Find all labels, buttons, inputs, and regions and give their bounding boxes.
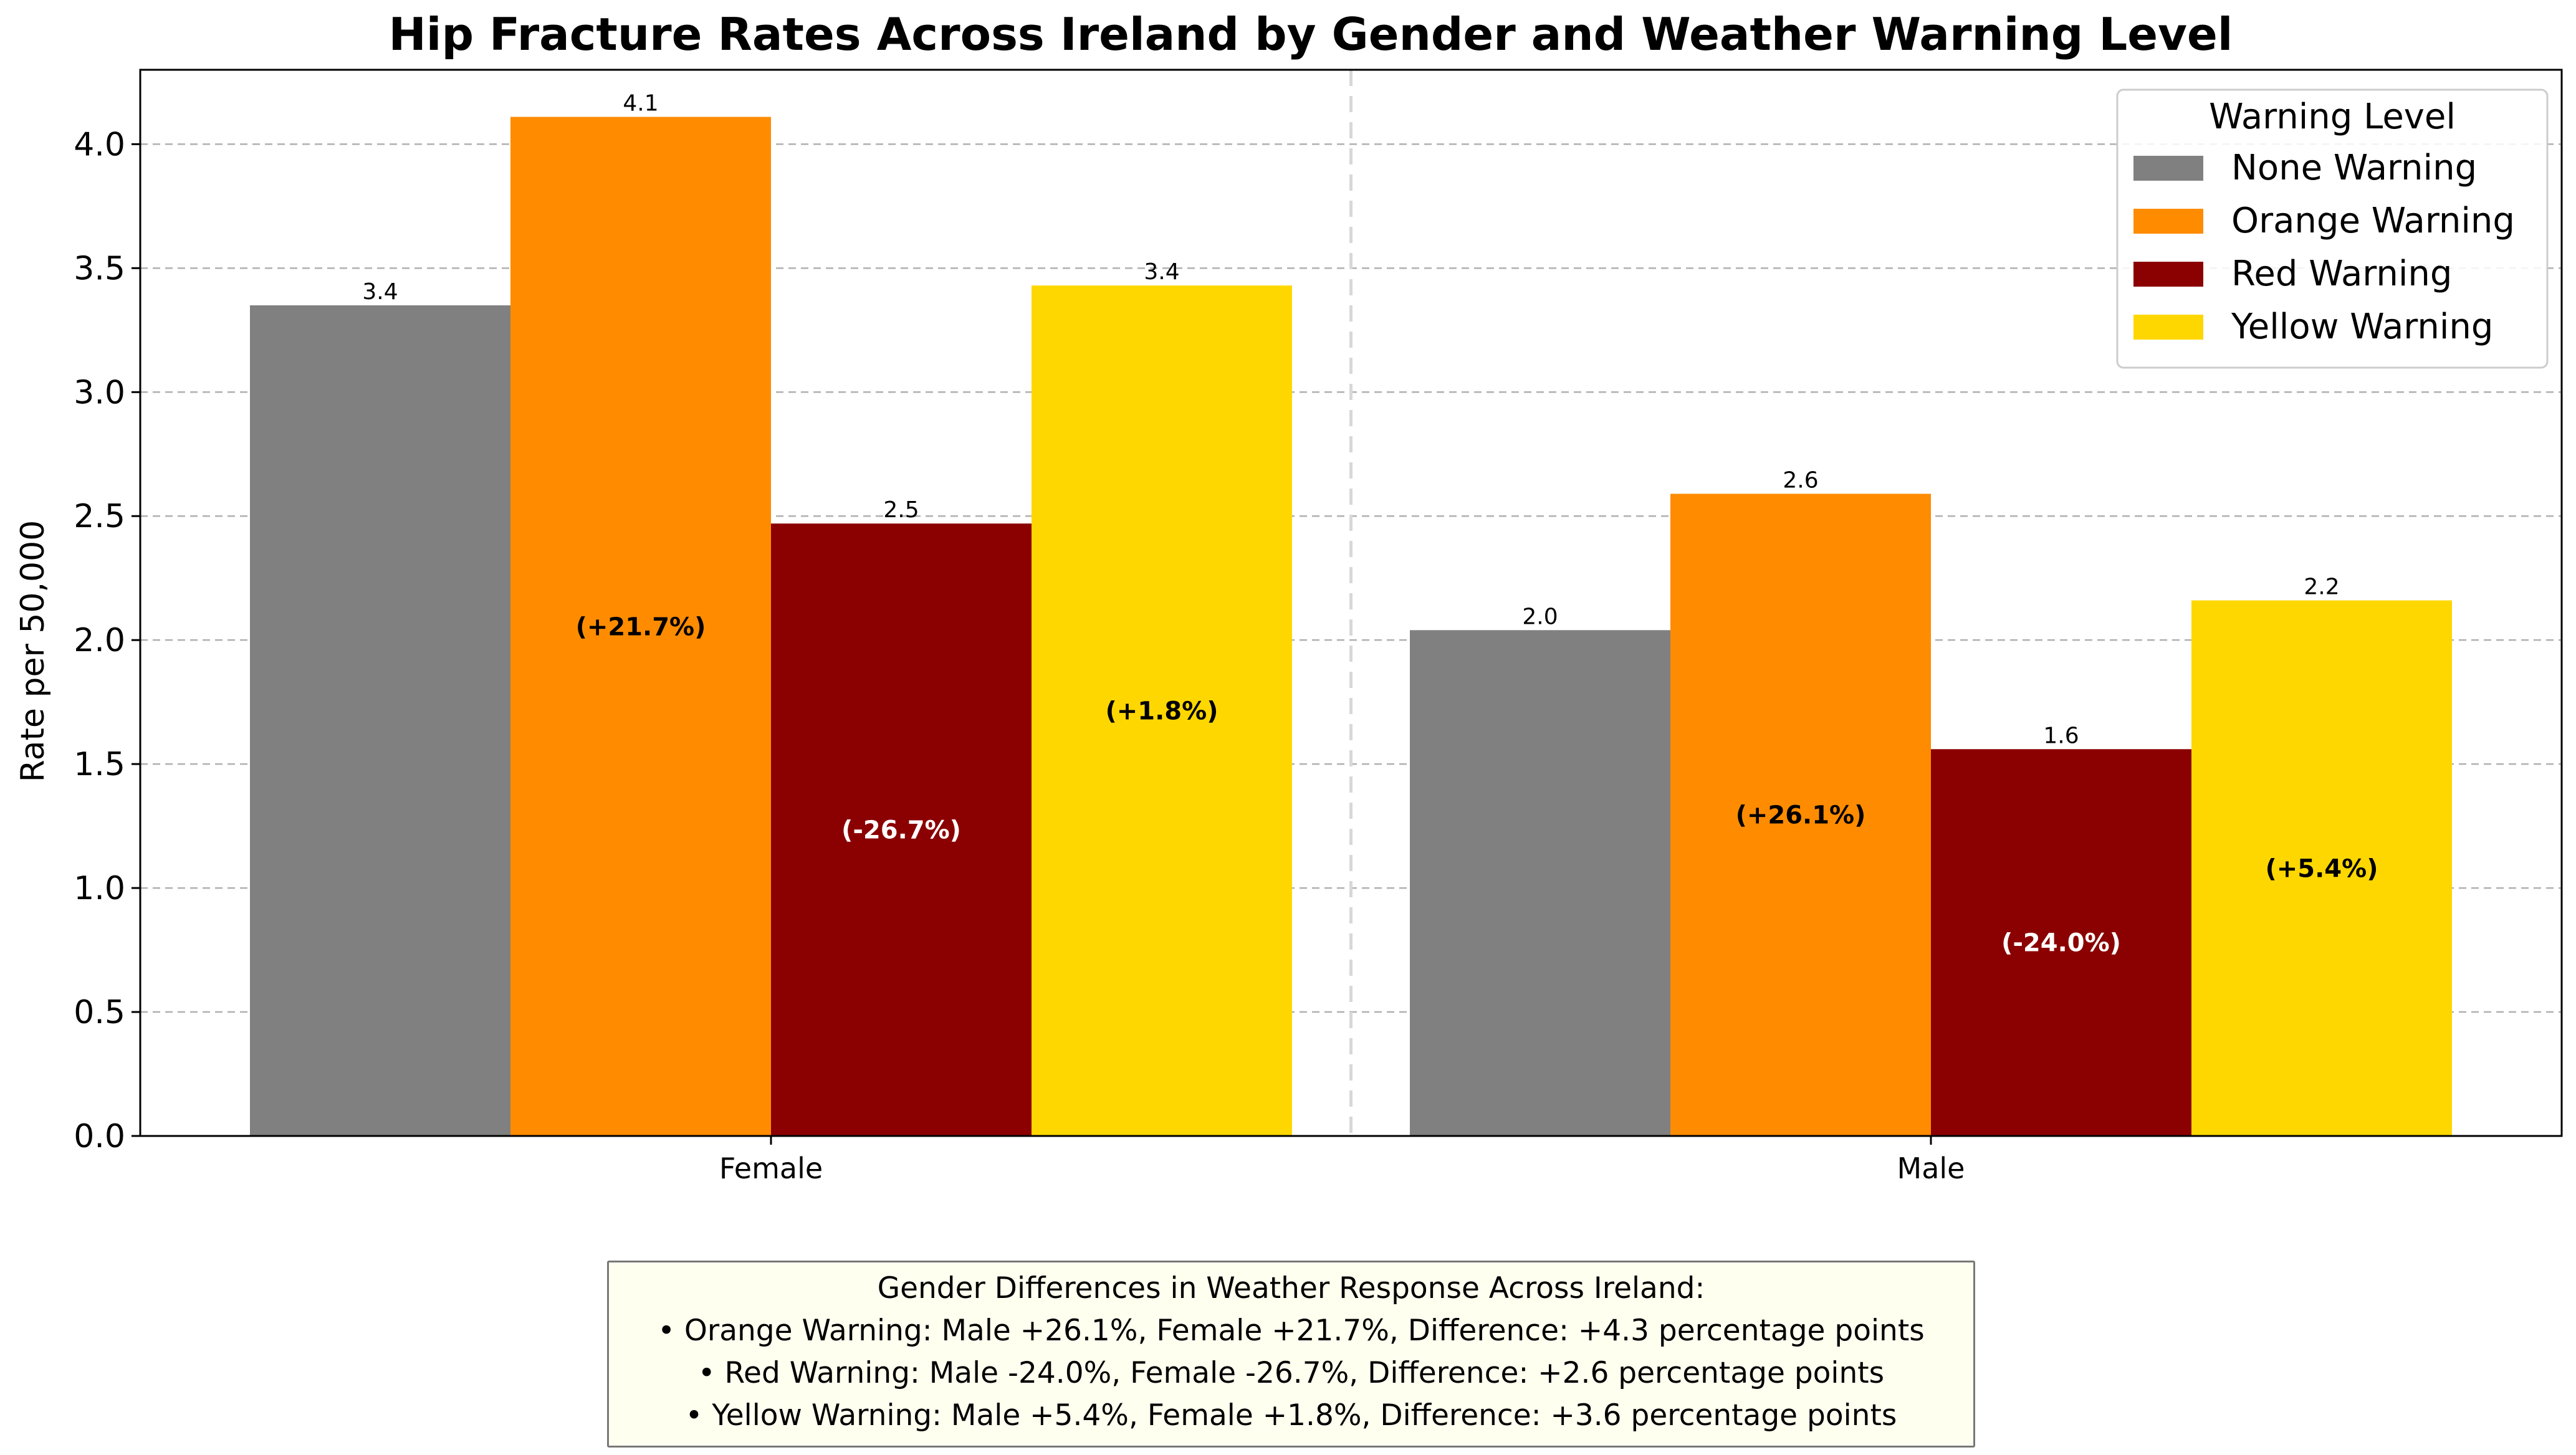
value-label: 2.0 xyxy=(1522,604,1558,629)
change-label: (-24.0%) xyxy=(2001,929,2121,958)
value-label: 1.6 xyxy=(2043,723,2079,748)
change-label: (-26.7%) xyxy=(841,816,961,845)
note-line-yellow: • Yellow Warning: Male +5.4%, Female +1.… xyxy=(685,1398,1897,1433)
bar-none-warning-male xyxy=(1410,630,1670,1136)
legend-swatch-yellow-warning xyxy=(2133,315,2203,340)
note-line-orange: • Orange Warning: Male +26.1%, Female +2… xyxy=(658,1314,1925,1348)
y-tick-label: 0.5 xyxy=(74,994,125,1031)
value-label: 2.2 xyxy=(2304,575,2339,600)
change-label: (+5.4%) xyxy=(2265,854,2378,883)
gender-differences-note: Gender Differences in Weather Response A… xyxy=(607,1261,1975,1448)
bar-yellow-warning-male xyxy=(2191,600,2452,1136)
value-label: 3.4 xyxy=(1144,259,1179,285)
y-tick-label: 1.0 xyxy=(74,870,125,907)
bar-none-warning-female xyxy=(250,305,510,1137)
y-tick-label: 3.0 xyxy=(74,374,125,411)
plot-frame xyxy=(139,69,2563,1137)
legend-box xyxy=(2116,88,2549,369)
note-title: Gender Differences in Weather Response A… xyxy=(877,1271,1705,1305)
y-tick-label: 1.5 xyxy=(74,746,125,783)
change-label: (+1.8%) xyxy=(1105,697,1218,726)
legend-label-yellow-warning: Yellow Warning xyxy=(2231,307,2493,347)
value-label: 4.1 xyxy=(623,91,658,117)
x-tick-label: Male xyxy=(1897,1152,1965,1185)
value-label: 3.4 xyxy=(362,279,398,305)
x-tick-label: Female xyxy=(719,1152,823,1185)
value-label: 2.6 xyxy=(1783,467,1818,493)
change-label: (+26.1%) xyxy=(1736,801,1866,830)
axes: 0.0 0.5 1.0 1.5 2.0 2.5 3.0 3.5 4.0 Female Male xyxy=(74,69,2563,1185)
bars xyxy=(250,117,2452,1137)
y-tick-label: 4.0 xyxy=(74,126,125,163)
bar-orange-warning-female xyxy=(510,117,771,1137)
bar-yellow-warning-female xyxy=(1032,285,1292,1136)
legend-swatch-none-warning xyxy=(2133,156,2203,181)
y-axis-label: Rate per 50,000 xyxy=(14,520,52,783)
legend-title: Warning Level xyxy=(2209,97,2456,137)
legend-swatch-orange-warning xyxy=(2133,209,2203,234)
note-line-red: • Red Warning: Male -24.0%, Female -26.7… xyxy=(697,1356,1885,1390)
y-tick-label: 2.0 xyxy=(74,622,125,659)
legend-label-red-warning: Red Warning xyxy=(2231,254,2452,294)
bar-orange-warning-male xyxy=(1670,494,1931,1137)
change-label: (+21.7%) xyxy=(576,613,706,641)
y-tick-label: 3.5 xyxy=(74,250,125,287)
value-label: 2.5 xyxy=(883,497,919,523)
bar-red-warning-male xyxy=(1931,749,2191,1136)
y-tick-label: 0.0 xyxy=(74,1118,125,1155)
chart-title: Hip Fracture Rates Across Ireland by Gen… xyxy=(389,8,2233,60)
bar-red-warning-female xyxy=(771,523,1032,1136)
legend-label-orange-warning: Orange Warning xyxy=(2231,201,2515,241)
legend-label-none-warning: None Warning xyxy=(2231,148,2477,188)
legend-swatch-red-warning xyxy=(2133,262,2203,287)
legend: Warning Level None Warning Orange Warning R… xyxy=(2116,88,2549,369)
y-tick-label: 2.5 xyxy=(74,498,125,535)
bar-labels: 3.4 4.1 (+21.7%) 2.5 (-26.7%) 3.4 (+1.8%) 2.0 2.… xyxy=(362,91,2378,958)
